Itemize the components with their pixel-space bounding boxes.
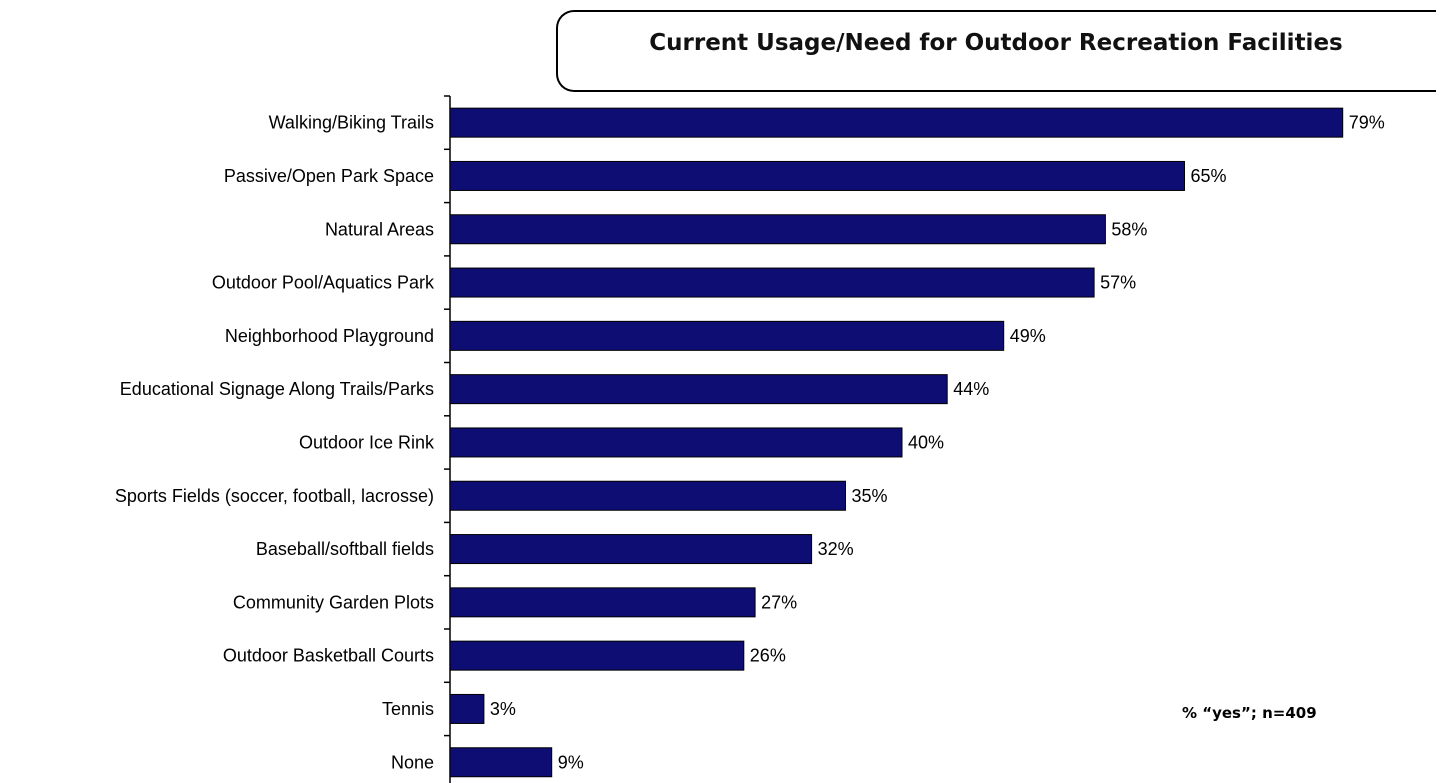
bar xyxy=(449,107,1344,138)
value-label: 65% xyxy=(1191,166,1227,186)
category-label: Passive/Open Park Space xyxy=(224,166,434,186)
category-label: Community Garden Plots xyxy=(233,592,434,612)
category-label: Outdoor Basketball Courts xyxy=(223,646,434,666)
bar xyxy=(449,214,1106,245)
value-labels: 79% 65% 58% 57% 49% 44% 40% 35% 32% 27% 26% 3% 9% xyxy=(490,113,1385,773)
bar xyxy=(449,160,1185,191)
bar xyxy=(449,747,553,778)
category-label: Baseball/softball fields xyxy=(256,539,434,559)
bar xyxy=(449,320,1005,351)
bar xyxy=(449,534,813,565)
value-label: 40% xyxy=(908,432,944,452)
bar xyxy=(449,267,1095,298)
category-label: Outdoor Ice Rink xyxy=(299,432,435,452)
value-label: 32% xyxy=(818,539,854,559)
category-label: None xyxy=(391,752,434,772)
category-labels: Walking/Biking Trails Passive/Open Park S… xyxy=(115,113,435,773)
bar xyxy=(449,640,745,671)
value-label: 26% xyxy=(750,646,786,666)
title-box xyxy=(556,10,1436,92)
value-label: 58% xyxy=(1111,219,1147,239)
value-label: 44% xyxy=(953,379,989,399)
category-label: Neighborhood Playground xyxy=(225,326,434,346)
y-axis xyxy=(444,95,451,783)
bar xyxy=(449,480,846,511)
category-label: Tennis xyxy=(382,699,434,719)
bars xyxy=(449,107,1344,778)
value-label: 57% xyxy=(1100,273,1136,293)
bar xyxy=(449,587,756,618)
category-label: Educational Signage Along Trails/Parks xyxy=(120,379,434,399)
value-label: 79% xyxy=(1349,113,1385,133)
category-label: Walking/Biking Trails xyxy=(269,113,434,133)
bar xyxy=(449,693,485,724)
value-label: 3% xyxy=(490,699,516,719)
value-label: 9% xyxy=(558,752,584,772)
value-label: 35% xyxy=(852,486,888,506)
value-label: 49% xyxy=(1010,326,1046,346)
bar xyxy=(449,427,903,458)
category-label: Natural Areas xyxy=(325,219,434,239)
sample-note: % “yes”; n=409 xyxy=(1182,704,1317,722)
bar xyxy=(449,374,948,405)
category-label: Sports Fields (soccer, football, lacross… xyxy=(115,486,434,506)
value-label: 27% xyxy=(761,592,797,612)
category-label: Outdoor Pool/Aquatics Park xyxy=(212,273,435,293)
chart-title: Current Usage/Need for Outdoor Recreatio… xyxy=(649,30,1343,56)
